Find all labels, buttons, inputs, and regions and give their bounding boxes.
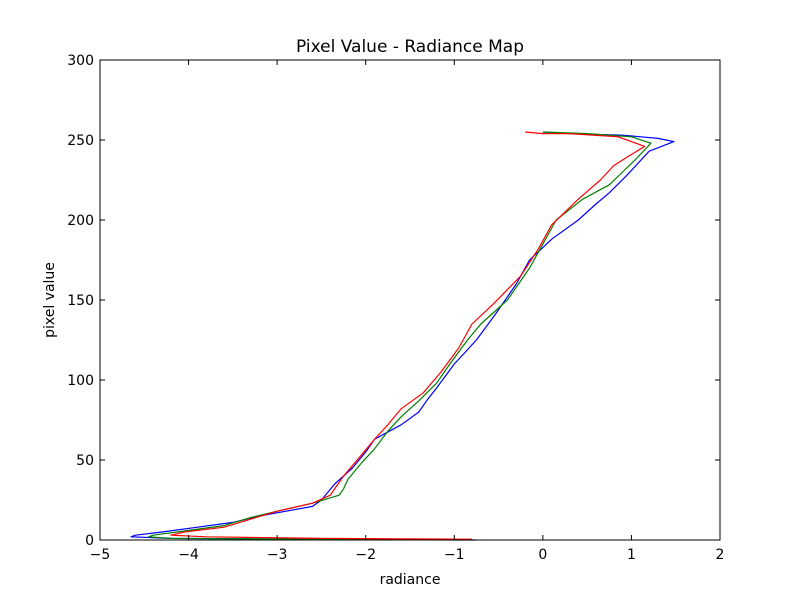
y-axis-label: pixel value <box>42 262 58 338</box>
series-line-0 <box>130 131 675 541</box>
x-axis-label: radiance <box>380 572 441 588</box>
y-tick-label: 200 <box>67 213 94 229</box>
y-tick-label: 100 <box>67 373 94 389</box>
y-tick-label: 150 <box>67 293 94 309</box>
x-tick-label: 2 <box>716 547 725 563</box>
tick-layer: −5 −4 −3 −2 −1 0 1 2 0 50 100 150 200 250 300 <box>67 53 724 563</box>
x-tick-label: 0 <box>538 547 547 563</box>
chart-title: Pixel Value - Radiance Map <box>296 37 524 57</box>
series-line-1 <box>148 131 652 541</box>
series-line-2 <box>170 131 646 540</box>
series-layer <box>130 131 675 541</box>
y-tick-label: 300 <box>67 53 94 69</box>
x-tick-label: −4 <box>178 547 199 563</box>
y-tick-label: 0 <box>85 533 94 549</box>
y-tick-label: 50 <box>76 453 94 469</box>
x-tick-label: −5 <box>90 547 111 563</box>
y-tick-label: 250 <box>67 133 94 149</box>
x-tick-label: −1 <box>444 547 465 563</box>
x-tick-label: −3 <box>267 547 288 563</box>
x-tick-label: 1 <box>627 547 636 563</box>
x-tick-label: −2 <box>355 547 376 563</box>
